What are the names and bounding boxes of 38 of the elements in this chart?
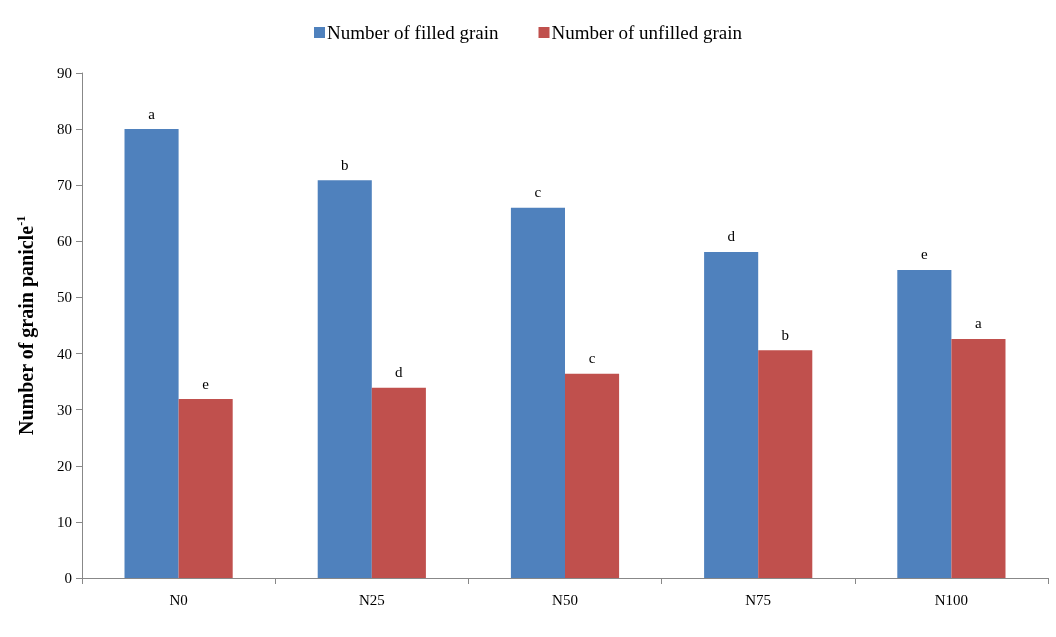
y-tick-label: 60 — [57, 233, 72, 250]
y-tick-label: 40 — [57, 345, 72, 362]
bar — [510, 207, 565, 578]
bar — [317, 180, 372, 578]
annotation: b — [341, 156, 349, 173]
y-tick-label: 50 — [57, 289, 72, 306]
bar — [758, 350, 813, 578]
bar — [124, 129, 179, 578]
y-tick-label: 10 — [57, 513, 72, 530]
legend-label: Number of unfilled grain — [551, 22, 743, 43]
annotation: e — [202, 375, 210, 392]
x-tick-label: N50 — [552, 591, 578, 608]
annotation: b — [781, 326, 789, 343]
bar — [704, 251, 759, 578]
y-tick-label: 30 — [57, 401, 72, 418]
annotation: e — [921, 246, 929, 263]
x-tick-label: N75 — [745, 591, 772, 608]
annotation: d — [727, 228, 736, 245]
legend-label: Number of filled grain — [327, 22, 499, 43]
y-tick-label: 70 — [57, 177, 72, 194]
y-tick-label: 90 — [57, 65, 72, 81]
y-tick-label: 20 — [57, 457, 72, 474]
annotation: c — [588, 350, 596, 367]
x-tick-label: N100 — [934, 591, 969, 608]
bar — [951, 338, 1006, 578]
annotation: a — [148, 105, 156, 122]
bar — [178, 399, 233, 578]
bar — [565, 373, 620, 578]
annotation: a — [975, 315, 983, 332]
y-tick-label: 0 — [64, 570, 72, 586]
y-tick-label: 80 — [57, 121, 72, 138]
bar — [371, 387, 426, 578]
bar — [897, 269, 952, 578]
annotation: c — [534, 184, 542, 201]
annotation: d — [395, 364, 404, 381]
x-tick-label: N25 — [358, 591, 385, 608]
y-axis-title: Number of grain panicle-1 — [14, 215, 38, 436]
x-tick-label: N0 — [169, 591, 188, 608]
